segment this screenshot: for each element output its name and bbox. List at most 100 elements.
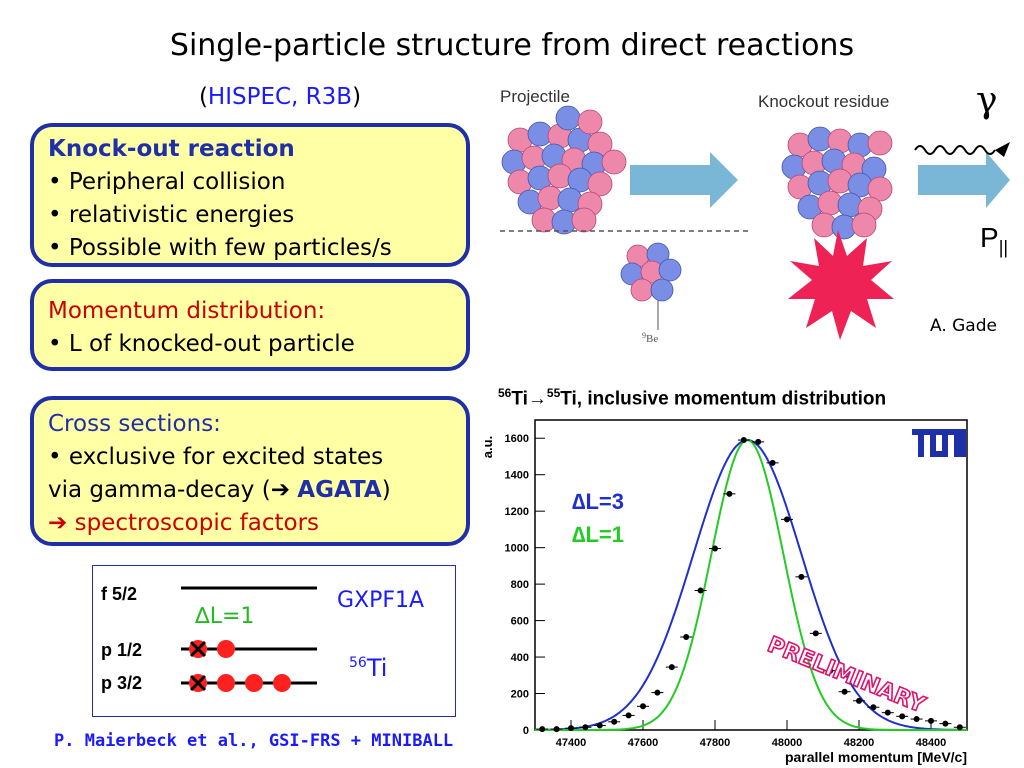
x-tick-label: 48000 bbox=[772, 737, 803, 749]
y-tick-label: 1600 bbox=[505, 433, 529, 445]
diagram-credit: A. Gade bbox=[930, 316, 997, 336]
nucleon bbox=[273, 674, 291, 692]
data-point bbox=[769, 459, 776, 466]
y-tick-label: 1000 bbox=[505, 543, 529, 555]
gamma-wave bbox=[914, 145, 996, 155]
knockout-item-3: • Possible with few particles/s bbox=[48, 235, 392, 261]
proton bbox=[867, 176, 893, 202]
y-axis: 0 200 400 600 800 1000 1200 1400 1600 bbox=[505, 433, 545, 737]
x-tick-label: 47600 bbox=[628, 737, 659, 749]
momentum-chart: 0 200 400 600 800 1000 1200 1400 1600 47400 47600… bbox=[480, 419, 968, 765]
data-point bbox=[870, 704, 877, 711]
level-scheme: f 5/2 p 1/2 p 3/2 ∆L=1 GXPF1A 56Ti bbox=[92, 565, 456, 717]
x-tick-label: 48400 bbox=[916, 737, 947, 749]
data-point bbox=[568, 725, 574, 732]
cross-section-line-2: via gamma-decay (➔ AGATA) bbox=[48, 474, 452, 507]
momentum-item-1: • L of knocked-out particle bbox=[48, 331, 355, 357]
p-main: P bbox=[980, 222, 999, 253]
projectile-label: Projectile bbox=[500, 87, 570, 106]
data-point bbox=[596, 722, 603, 729]
data-point bbox=[640, 703, 646, 710]
arrow-icon: ➔ bbox=[48, 510, 68, 536]
nucleon bbox=[245, 674, 263, 692]
collision-star bbox=[788, 230, 894, 340]
nucleon bbox=[217, 674, 235, 692]
cross-icon bbox=[189, 640, 207, 692]
cross-section-line-2-post: ) bbox=[381, 477, 391, 503]
f52-label: f 5/2 bbox=[101, 584, 138, 604]
knockout-item-2: • relativistic energies bbox=[48, 202, 295, 228]
data-point bbox=[726, 490, 733, 497]
y-tick-label: 0 bbox=[523, 725, 529, 737]
curve-l1 bbox=[535, 439, 967, 731]
knockout-heading: Knock-out reaction bbox=[48, 136, 295, 162]
legend-l1: ∆L=1 bbox=[572, 522, 624, 547]
nucleus-label: 56Ti bbox=[349, 654, 387, 682]
data-point bbox=[856, 697, 862, 704]
level-scheme-svg bbox=[181, 586, 317, 692]
subtitle: (HISPEC, R3B) bbox=[120, 84, 440, 110]
y-tick-label: 1200 bbox=[505, 506, 529, 518]
nucleus-symbol: Ti bbox=[366, 654, 388, 682]
residue-nucleus bbox=[781, 126, 893, 240]
x-tick-label: 47800 bbox=[700, 737, 731, 749]
gamma-symbol: γ bbox=[976, 80, 998, 121]
data-point bbox=[798, 573, 805, 580]
cross-section-box: Cross sections: • exclusive for excited … bbox=[30, 396, 470, 546]
agata-label: AGATA bbox=[297, 477, 382, 503]
data-point bbox=[942, 720, 949, 727]
data-point bbox=[625, 712, 632, 719]
knockout-box: Knock-out reaction • Peripheral collisio… bbox=[30, 123, 470, 267]
data-point bbox=[683, 634, 690, 640]
p12-label: p 1/2 bbox=[101, 640, 143, 660]
y-tick-label: 800 bbox=[511, 579, 529, 591]
projectile-nucleus bbox=[501, 105, 627, 235]
gamma-arrow-head bbox=[995, 142, 1010, 157]
cross-section-line-2-pre: via gamma-decay ( bbox=[48, 477, 271, 503]
data-point bbox=[539, 726, 546, 733]
data-point bbox=[740, 437, 747, 444]
cross-section-heading: Cross sections: bbox=[48, 411, 221, 437]
target-label: 9Be bbox=[642, 331, 658, 345]
data-point bbox=[668, 664, 675, 671]
plot-frame bbox=[534, 419, 968, 731]
data-point bbox=[956, 724, 963, 731]
proton bbox=[571, 207, 597, 233]
data-point bbox=[827, 667, 834, 674]
data-point bbox=[928, 717, 934, 724]
plot-title-elem-2: Ti, inclusive momentum distribution bbox=[560, 388, 887, 410]
data-point bbox=[899, 713, 906, 720]
plot-title-mass-1: 56 bbox=[498, 386, 512, 400]
proton bbox=[577, 109, 603, 135]
subtitle-close: ) bbox=[352, 84, 362, 110]
data-point bbox=[611, 718, 618, 725]
x-tick-label: 48200 bbox=[844, 737, 875, 749]
spectroscopic-label: spectroscopic factors bbox=[74, 510, 320, 536]
subtitle-open: ( bbox=[198, 84, 208, 110]
data-points bbox=[536, 437, 966, 733]
p32-label: p 3/2 bbox=[101, 673, 143, 693]
cross-section-line-1: • exclusive for excited states bbox=[48, 444, 384, 470]
credit-line: P. Maierbeck et al., GSI-FRS + MINIBALL bbox=[54, 731, 454, 751]
proton bbox=[601, 149, 627, 175]
subtitle-link[interactable]: HISPEC, R3B bbox=[207, 84, 353, 110]
p-parallel-label: P|| bbox=[980, 222, 1008, 259]
data-point bbox=[841, 688, 848, 695]
model-label: GXPF1A bbox=[337, 588, 425, 613]
data-point bbox=[755, 438, 762, 445]
dl1-label: ∆L=1 bbox=[195, 604, 255, 629]
data-point bbox=[582, 724, 589, 731]
proton bbox=[867, 130, 893, 156]
data-point bbox=[654, 689, 661, 696]
tum-logo-icon bbox=[912, 429, 966, 457]
residue-label: Knockout residue bbox=[758, 92, 889, 111]
proton bbox=[587, 171, 613, 197]
x-axis-label: parallel momentum [MeV/c] bbox=[785, 749, 967, 765]
x-axis: 47400 47600 47800 48000 48200 48400 bbox=[556, 720, 947, 749]
nucleus-mass: 56 bbox=[349, 655, 367, 671]
neutron bbox=[650, 278, 674, 302]
y-tick-label: 1400 bbox=[505, 470, 529, 482]
data-point bbox=[784, 516, 790, 523]
data-point bbox=[712, 545, 718, 552]
data-point bbox=[553, 726, 560, 733]
